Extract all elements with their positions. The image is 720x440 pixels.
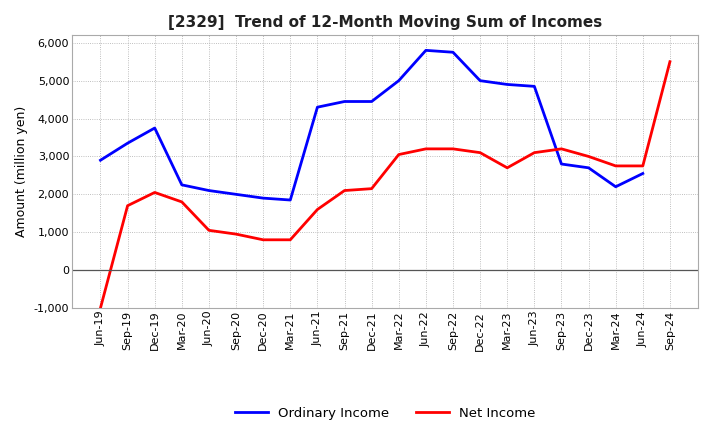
Legend: Ordinary Income, Net Income: Ordinary Income, Net Income <box>230 402 541 425</box>
Ordinary Income <box>476 78 485 83</box>
Net Income <box>557 146 566 151</box>
Net Income <box>395 152 403 157</box>
Ordinary Income <box>204 188 213 193</box>
Net Income <box>476 150 485 155</box>
Ordinary Income <box>150 125 159 131</box>
Net Income <box>313 207 322 212</box>
Y-axis label: Amount (million yen): Amount (million yen) <box>15 106 28 237</box>
Net Income <box>367 186 376 191</box>
Ordinary Income <box>123 140 132 146</box>
Ordinary Income <box>503 82 511 87</box>
Ordinary Income <box>530 84 539 89</box>
Net Income <box>259 237 268 242</box>
Ordinary Income <box>367 99 376 104</box>
Net Income <box>232 231 240 237</box>
Net Income <box>341 188 349 193</box>
Net Income <box>178 199 186 205</box>
Net Income <box>639 163 647 169</box>
Ordinary Income <box>232 192 240 197</box>
Line: Net Income: Net Income <box>101 62 670 308</box>
Net Income <box>503 165 511 170</box>
Net Income <box>123 203 132 208</box>
Title: [2329]  Trend of 12-Month Moving Sum of Incomes: [2329] Trend of 12-Month Moving Sum of I… <box>168 15 603 30</box>
Ordinary Income <box>96 158 105 163</box>
Net Income <box>665 59 674 64</box>
Net Income <box>96 305 105 311</box>
Ordinary Income <box>341 99 349 104</box>
Net Income <box>421 146 430 151</box>
Ordinary Income <box>449 50 457 55</box>
Net Income <box>449 146 457 151</box>
Net Income <box>204 227 213 233</box>
Line: Ordinary Income: Ordinary Income <box>101 50 643 200</box>
Ordinary Income <box>584 165 593 170</box>
Net Income <box>584 154 593 159</box>
Net Income <box>286 237 294 242</box>
Ordinary Income <box>259 195 268 201</box>
Ordinary Income <box>313 105 322 110</box>
Ordinary Income <box>557 161 566 167</box>
Net Income <box>611 163 620 169</box>
Ordinary Income <box>421 48 430 53</box>
Net Income <box>530 150 539 155</box>
Ordinary Income <box>178 182 186 187</box>
Net Income <box>150 190 159 195</box>
Ordinary Income <box>611 184 620 189</box>
Ordinary Income <box>395 78 403 83</box>
Ordinary Income <box>639 171 647 176</box>
Ordinary Income <box>286 198 294 203</box>
